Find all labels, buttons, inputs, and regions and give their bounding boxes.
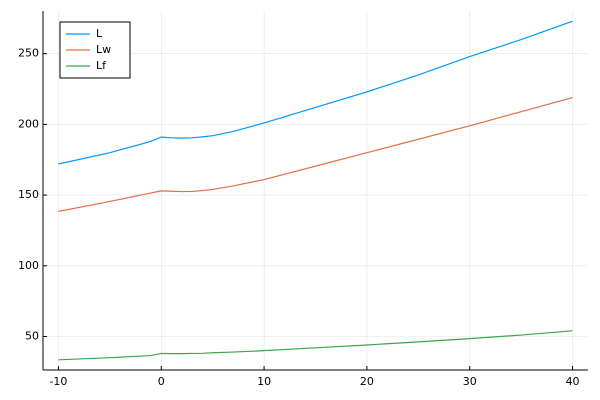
x-tick-label: 0	[158, 375, 165, 388]
y-tick-label: 100	[18, 259, 39, 272]
x-tick-label: 40	[566, 375, 580, 388]
y-tick-label: 150	[18, 188, 39, 201]
legend-label: Lw	[96, 43, 111, 56]
y-tick-label: 50	[25, 329, 39, 342]
y-tick-label: 200	[18, 117, 39, 130]
series-line	[58, 330, 573, 361]
legend-label: Lf	[96, 59, 107, 72]
series-line	[58, 20, 573, 165]
legend-label: L	[96, 27, 103, 40]
series-line	[58, 96, 573, 212]
x-tick-label: 20	[360, 375, 374, 388]
legend: L Lw Lf	[59, 21, 131, 79]
x-tick-label: 30	[463, 375, 477, 388]
x-tick-label: -10	[49, 375, 67, 388]
x-tick-label: 10	[257, 375, 271, 388]
y-tick-label: 250	[18, 47, 39, 60]
